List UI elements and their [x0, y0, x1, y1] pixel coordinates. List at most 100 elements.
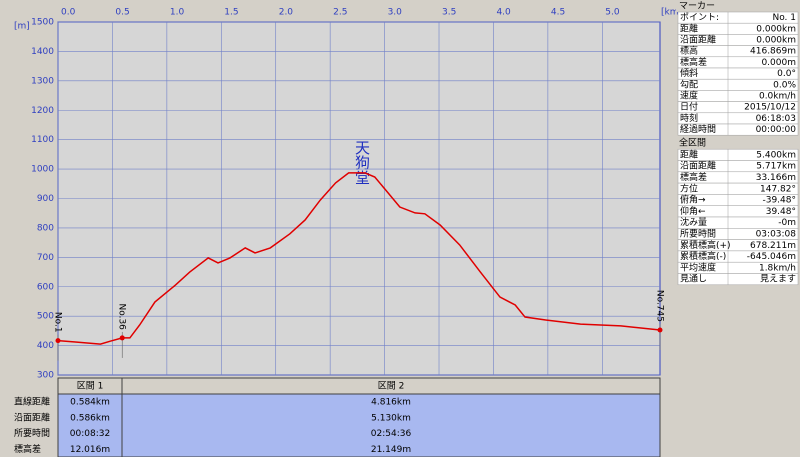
section-value: 12.016m: [70, 445, 110, 455]
panel-title: マーカー: [679, 1, 715, 12]
panel-value: 0.000m: [761, 58, 796, 68]
panel-key: 標高: [680, 45, 698, 57]
section-value: 02:54:36: [371, 429, 412, 439]
panel-key: 標高差: [680, 171, 707, 183]
y-tick-label: 1200: [31, 106, 54, 116]
panel-value: 5.717km: [756, 162, 796, 172]
marker-label: No.36: [117, 304, 127, 331]
row-label: 直線距離: [14, 396, 50, 408]
marker-label: No.745: [655, 290, 665, 322]
panel-key: 所要時間: [680, 228, 716, 239]
panel-title: 全区間: [679, 137, 706, 149]
x-tick-label: 5.0: [605, 8, 620, 18]
y-tick-label: 600: [37, 282, 54, 292]
panel-value: 5.400km: [756, 150, 796, 160]
panel-value: -0m: [778, 218, 796, 228]
y-tick-label: 1400: [31, 47, 54, 57]
panel-value: -645.046m: [747, 252, 796, 262]
x-tick-label: 0.0: [61, 8, 76, 18]
section-value: 00:08:32: [70, 429, 110, 439]
y-tick-label: 1300: [31, 76, 54, 86]
panel-key: 仰角←: [680, 205, 706, 217]
x-tick-label: 2.5: [333, 8, 347, 18]
y-tick-label: 500: [37, 312, 54, 322]
panel-key: 勾配: [680, 78, 698, 90]
panel-value: 00:00:00: [756, 125, 797, 135]
row-label: 所要時間: [14, 428, 50, 439]
x-tick-label: 1.0: [170, 8, 185, 18]
panel-key: 沈み量: [680, 216, 707, 228]
section-value: 21.149m: [371, 445, 411, 455]
panel-value: 39.48°: [766, 207, 796, 217]
panel-key: 標高差: [680, 56, 707, 68]
panel-key: 平均速度: [680, 261, 716, 273]
panel-header: [676, 0, 800, 12]
elevation-line: [57, 172, 661, 345]
panel-key: ポイント:: [680, 12, 719, 23]
section-header: 区間 2: [378, 381, 405, 392]
panel-key: 速度: [680, 90, 698, 102]
panel-key: 日付: [680, 102, 698, 113]
section-value: 0.584km: [70, 398, 110, 408]
annotation: 天狗堂: [353, 140, 371, 185]
x-tick-label: 1.5: [224, 8, 238, 18]
row-label: 沿面距離: [14, 411, 50, 423]
panel-value: 03:03:08: [756, 229, 797, 239]
x-tick-label: 4.0: [496, 8, 511, 18]
panel-value: 1.8km/h: [759, 263, 796, 273]
panel-value: 2015/10/12: [744, 103, 796, 113]
panel-value: No. 1: [772, 13, 796, 23]
y-tick-label: 400: [37, 341, 54, 351]
panel-header: [676, 137, 800, 150]
panel-key: 累積標高(-): [680, 250, 726, 262]
x-tick-label: 2.0: [279, 8, 294, 18]
panel-value: 147.82°: [760, 184, 796, 194]
panel-key: 沿面距離: [680, 160, 716, 172]
y-tick-label: 900: [37, 194, 54, 204]
panel-value: 678.211m: [750, 241, 796, 251]
panel-value: 0.000km: [756, 36, 796, 46]
panel-value: 416.869m: [750, 47, 796, 57]
x-tick-label: 3.0: [388, 8, 403, 18]
y-tick-label: 700: [37, 253, 54, 263]
y-tick-label: 1100: [31, 135, 54, 145]
y-tick-label: 1000: [31, 165, 54, 175]
panel-key: 傾斜: [680, 67, 698, 79]
panel-key: 沿面距離: [680, 34, 716, 46]
y-tick-label: 800: [37, 223, 54, 233]
section-header: 区間 1: [77, 381, 104, 392]
panel-key: 時刻: [680, 112, 698, 124]
y-tick-label: 300: [37, 371, 54, 381]
panel-key: 距離: [680, 148, 698, 160]
y-tick-label: 1500: [31, 18, 54, 28]
panel-value: 見えます: [760, 274, 796, 285]
panel-value: 06:18:03: [756, 114, 796, 124]
panel-key: 方位: [680, 182, 698, 194]
panel-value: 0.0km/h: [759, 92, 796, 102]
panel-value: 0.0°: [777, 69, 796, 79]
panel-key: 距離: [680, 22, 698, 34]
panel-key: 経過時間: [680, 123, 716, 135]
section-value: 0.586km: [70, 413, 110, 423]
panel-value: 0.000km: [756, 24, 796, 34]
panel-row: [677, 123, 799, 136]
panel-key: 見通し: [680, 274, 707, 285]
panel-key: 俯角→: [680, 194, 706, 206]
x-tick-label: 3.5: [442, 8, 456, 18]
panel-row: [677, 273, 799, 286]
x-tick-label: 4.5: [551, 8, 565, 18]
marker-label: No.1: [53, 312, 63, 333]
section-value: 4.816km: [371, 398, 411, 408]
x-unit: [km]: [661, 8, 682, 18]
table-body: [57, 393, 661, 457]
marker-dot: [657, 327, 663, 333]
row-label: 標高差: [14, 443, 41, 455]
x-tick-label: 0.5: [115, 8, 129, 18]
y-unit: [m]: [14, 22, 30, 32]
table-header: [57, 377, 661, 395]
marker-dot: [55, 338, 61, 344]
section-value: 5.130km: [371, 413, 411, 423]
panel-value: 0.0%: [773, 80, 796, 90]
